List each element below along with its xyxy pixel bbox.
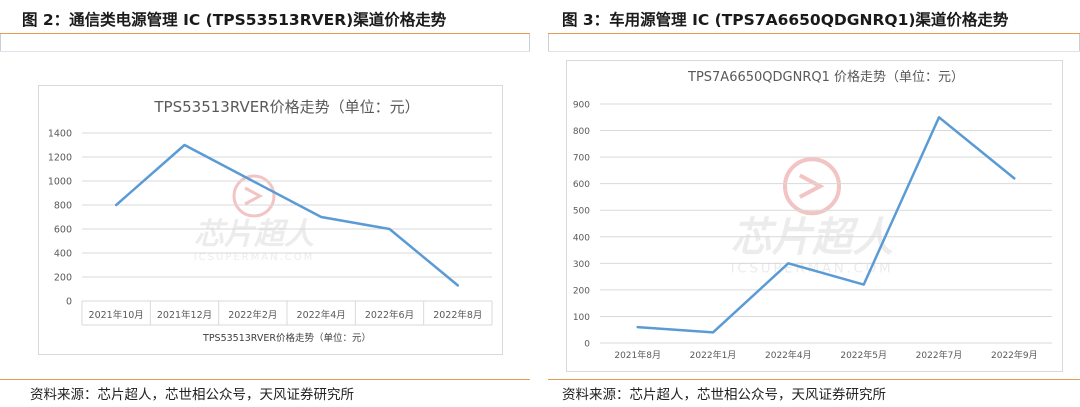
y-tick-label: 600 (54, 225, 72, 236)
watermark-mark-icon (244, 186, 264, 206)
y-tick-label: 200 (573, 286, 590, 296)
x-tick-label: 2022年6月 (365, 309, 414, 321)
watermark-logo-icon (232, 174, 276, 218)
chart-frame: TPS7A6650QDGNRQ1 价格走势（单位：元） 芯片超人 ICSUPERMA… (566, 60, 1063, 372)
x-tick-label: 2021年12月 (157, 309, 212, 321)
y-tick-label: 1200 (48, 153, 72, 164)
x-tick-label: 2022年1月 (690, 349, 737, 361)
y-tick-label: 700 (573, 154, 590, 164)
caption-band (548, 33, 1080, 52)
y-tick-label: 400 (54, 249, 72, 260)
y-tick-label: 300 (573, 260, 590, 270)
x-tick-label: 2022年7月 (916, 349, 963, 361)
x-tick-label: 2022年5月 (840, 349, 887, 361)
source-divider (0, 379, 530, 380)
watermark-text: 芯片超人 (194, 217, 314, 252)
chart-title: TPS7A6650QDGNRQ1 价格走势（单位：元） (687, 69, 964, 85)
x-tick-label: 2022年9月 (991, 349, 1038, 361)
y-tick-label: 800 (573, 127, 590, 137)
series-line (636, 116, 1016, 334)
y-tick-label: 100 (573, 313, 590, 323)
watermark-mark-icon (798, 173, 825, 199)
chart-title: TPS53513RVER价格走势（单位：元） (153, 98, 419, 116)
y-tick-label: 200 (54, 273, 72, 284)
legend-label: TPS53513RVER价格走势（单位：元） (202, 332, 371, 344)
watermark-logo-icon (782, 157, 842, 216)
y-tick-label: 1400 (48, 129, 72, 140)
line-chart-tps7a6650qdgnrq1: TPS7A6650QDGNRQ1 价格走势（单位：元）芯片超人ICSUPERMA… (573, 69, 1052, 361)
y-tick-label: 500 (573, 207, 590, 217)
watermark-subtext: ICSUPERMAN.COM (194, 252, 315, 263)
chart-frame: TPS53513RVER价格走势（单位：元） 芯片超人 ICSUPERMAN.COM… (38, 85, 503, 355)
x-tick-label: 2021年8月 (614, 349, 661, 361)
figure-3: 图 3：车用源管理 IC (TPS7A6650QDGNRQ1)渠道价格走势 TP… (548, 0, 1080, 407)
source-divider (548, 379, 1080, 380)
source-note: 资料来源：芯片超人，芯世相公众号，天风证券研究所 (30, 387, 354, 403)
x-tick-label: 2022年2月 (228, 309, 277, 321)
caption-band (0, 33, 530, 52)
x-tick-label: 2021年10月 (89, 309, 144, 321)
y-tick-label: 900 (573, 101, 590, 111)
figure-caption: 图 2：通信类电源管理 IC (TPS53513RVER)渠道价格走势 (22, 11, 447, 29)
y-tick-label: 600 (573, 180, 590, 190)
y-tick-label: 0 (584, 340, 590, 350)
x-tick-label: 2022年4月 (297, 309, 346, 321)
y-tick-label: 400 (573, 233, 590, 243)
figure-caption: 图 3：车用源管理 IC (TPS7A6650QDGNRQ1)渠道价格走势 (562, 11, 1009, 29)
x-tick-label: 2022年8月 (433, 309, 482, 321)
y-tick-label: 1000 (48, 177, 72, 188)
x-tick-label: 2022年4月 (765, 349, 812, 361)
source-note: 资料来源：芯片超人，芯世相公众号，天风证券研究所 (562, 387, 886, 403)
line-chart-tps53513rver: TPS53513RVER价格走势（单位：元） 芯片超人ICSUPERMAN.COM… (48, 98, 493, 344)
y-tick-label: 800 (54, 201, 72, 212)
figure-2: 图 2：通信类电源管理 IC (TPS53513RVER)渠道价格走势 TPS5… (0, 0, 530, 407)
series-line (114, 143, 460, 287)
y-tick-label: 0 (66, 297, 72, 308)
